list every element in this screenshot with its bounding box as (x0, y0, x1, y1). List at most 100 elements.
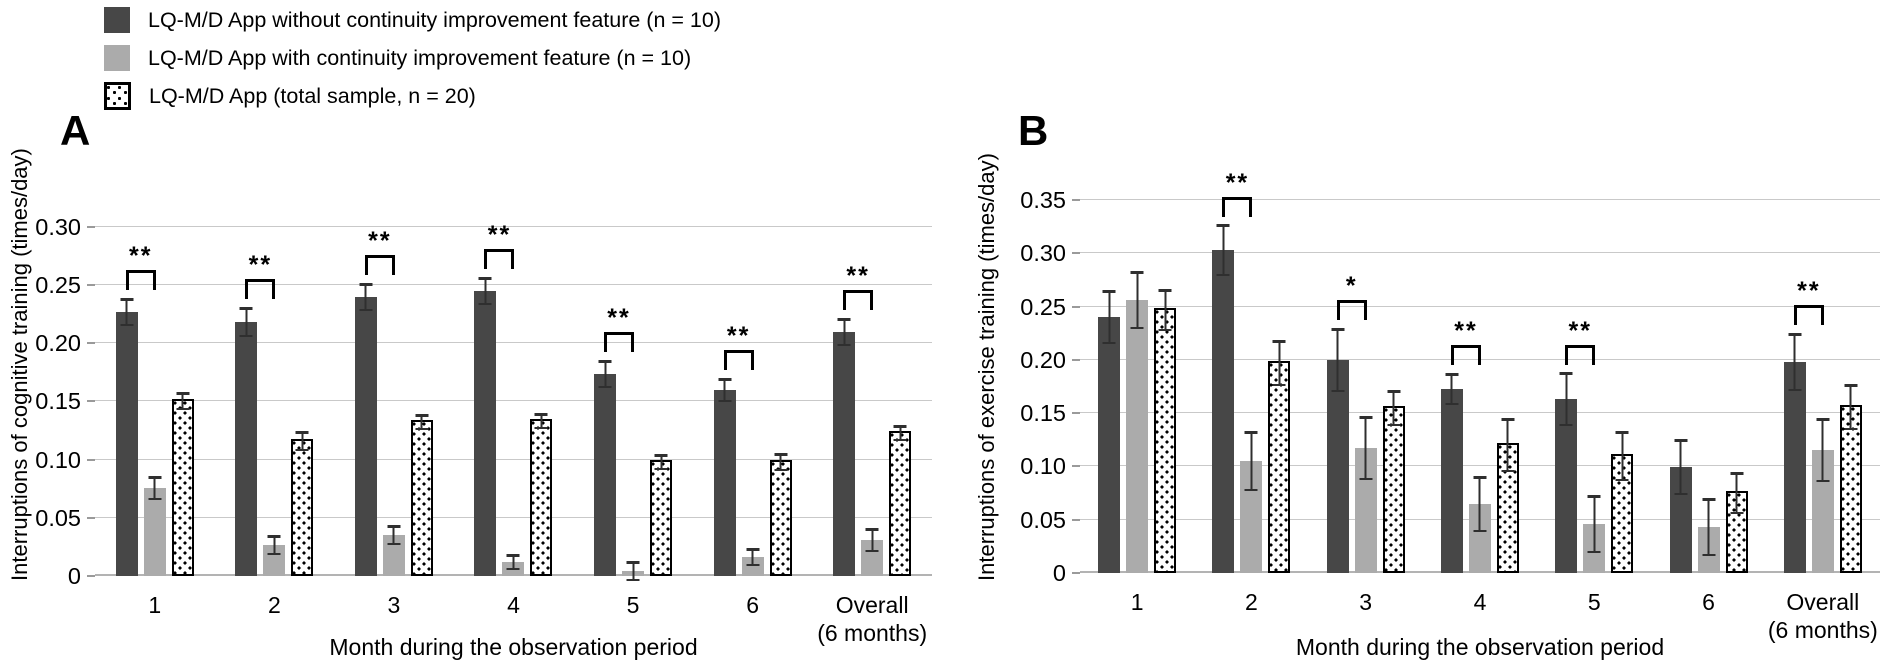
y-axis-tick (1072, 199, 1080, 201)
bar-group: ** Overall (6 months) (1768, 200, 1878, 643)
y-axis-tick (1072, 465, 1080, 467)
x-tick-label: 2 (267, 592, 281, 618)
y-axis-tick (1072, 359, 1080, 361)
gridline (95, 458, 932, 460)
gridline (1080, 305, 1880, 307)
y-tick-label: 0.35 (1020, 187, 1066, 213)
bar-gray (263, 535, 286, 576)
bar-dotted (410, 414, 433, 576)
x-tick-label: 6 (746, 592, 759, 618)
bar-dotted (1268, 340, 1291, 573)
legend-swatch-dotted-icon (104, 82, 131, 110)
gridline (95, 283, 932, 285)
error-bar (837, 318, 851, 346)
significance-bracket (723, 350, 754, 370)
y-tick-label: 0.10 (1020, 453, 1066, 479)
error-bar (1816, 418, 1830, 482)
gridline (95, 574, 932, 576)
error-bar (626, 561, 640, 581)
significance-bracket (1222, 197, 1253, 217)
bar-dark (115, 298, 138, 576)
significance-bracket (125, 270, 156, 290)
y-tick-label: 0.10 (35, 447, 81, 473)
y-tick-label: 0.25 (35, 272, 81, 298)
bar-group: ** 1 (115, 227, 194, 618)
error-bar (1559, 372, 1573, 426)
bar-gray (861, 528, 884, 576)
legend-item-without: LQ-M/D App without continuity improvemen… (104, 1, 721, 39)
y-tick-label: 0.25 (1020, 294, 1066, 320)
y-tick-label: 0.30 (35, 214, 81, 240)
y-axis-tick (1072, 572, 1080, 574)
significance-bracket (484, 249, 515, 269)
y-tick-label: 0.05 (35, 505, 81, 531)
error-bar (865, 528, 879, 552)
gridline (1080, 518, 1880, 520)
error-bar (1359, 416, 1373, 480)
y-axis-tick (87, 459, 95, 461)
error-bar (1788, 333, 1802, 391)
plot-area-a: 0 0.05 0.10 0.15 0.20 0.25 0.30 ** 1 ** 2 ** 3 ** 4 ** 5… (35, 214, 932, 646)
significance-stars: ** (487, 221, 512, 249)
legend-swatch-dark-icon (104, 7, 130, 33)
bar-group: ** Overall (6 months) (817, 227, 927, 646)
bar-dark (354, 283, 377, 576)
error-bar (1674, 439, 1688, 495)
gridline (1080, 411, 1880, 413)
bar-group: ** 2 (235, 227, 314, 618)
gridline (95, 399, 932, 401)
bar-dark (833, 318, 856, 576)
error-bar (267, 535, 281, 555)
error-bar (746, 548, 760, 566)
error-bar (1331, 328, 1345, 392)
bar-dark (235, 307, 258, 576)
bar-gray (1468, 476, 1491, 573)
bar-gray (1240, 431, 1263, 573)
bar-gray (1583, 495, 1606, 573)
bar-group: ** 4 (474, 223, 553, 618)
panel-label-a: A (60, 107, 91, 154)
significance-stars: * (1345, 272, 1358, 300)
error-bar (1244, 431, 1258, 491)
bar-group: ** 5 (1555, 200, 1634, 615)
error-bar (1844, 384, 1858, 430)
plot-area-b: 0 0.05 0.10 0.15 0.20 0.25 0.30 0.35 1 ** 2 * 3 ** 4 **… (1020, 171, 1880, 643)
gridline (1080, 358, 1880, 360)
error-bar (148, 476, 162, 500)
error-bar (893, 425, 907, 441)
error-bar (120, 298, 134, 326)
error-bar (295, 431, 309, 451)
y-axis-tick (87, 400, 95, 402)
y-tick-label: 0.20 (35, 330, 81, 356)
y-axis-tick (87, 342, 95, 344)
significance-stars: ** (129, 242, 153, 270)
bar-gray (1697, 498, 1720, 573)
x-tick-label: 6 (1702, 589, 1715, 615)
bar-dark (1098, 290, 1121, 573)
x-tick-label: Overall (6 months) (1767, 589, 1878, 643)
x-axis-title-b: Month during the observation period (1295, 634, 1665, 660)
bar-dotted (1496, 418, 1519, 573)
bar-dark (474, 277, 497, 576)
figure-legend: LQ-M/D App without continuity improvemen… (104, 1, 721, 115)
bar-dark (1212, 224, 1235, 573)
bar-dotted (769, 453, 792, 576)
error-bar (1216, 224, 1230, 276)
bar-group: ** 2 (1212, 171, 1291, 615)
y-axis-tick (87, 226, 95, 228)
x-tick-label: 3 (387, 592, 401, 618)
bar-dotted (1725, 472, 1748, 573)
x-tick-label: 4 (507, 592, 520, 618)
x-tick-label: 5 (1587, 589, 1601, 615)
error-bar (718, 378, 732, 402)
y-axis-tick (1072, 412, 1080, 414)
y-tick-label: 0.05 (1020, 507, 1066, 533)
error-bar (478, 277, 492, 305)
error-bar (1587, 495, 1601, 553)
gridline (95, 516, 932, 518)
bar-group: ** 4 (1440, 200, 1519, 615)
x-tick-label: Overall (6 months) (817, 592, 928, 646)
bar-dark (1326, 328, 1349, 573)
error-bar (1130, 271, 1144, 329)
